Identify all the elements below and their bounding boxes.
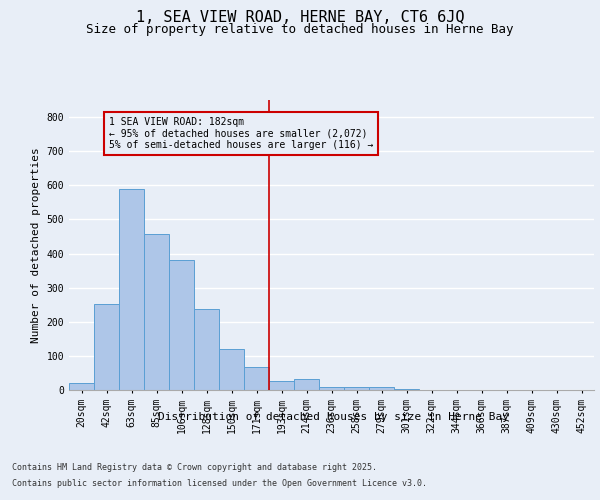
Bar	[119, 188, 144, 390]
Text: Size of property relative to detached houses in Herne Bay: Size of property relative to detached ho…	[86, 22, 514, 36]
Bar	[294, 379, 319, 390]
Text: 1, SEA VIEW ROAD, HERNE BAY, CT6 6JQ: 1, SEA VIEW ROAD, HERNE BAY, CT6 6JQ	[136, 10, 464, 25]
Bar	[94, 304, 119, 390]
Bar	[219, 348, 244, 390]
Bar	[269, 382, 294, 390]
Bar	[369, 388, 394, 390]
Bar	[194, 309, 219, 390]
Text: Distribution of detached houses by size in Herne Bay: Distribution of detached houses by size …	[158, 412, 509, 422]
Bar	[244, 367, 269, 390]
Text: 1 SEA VIEW ROAD: 182sqm
← 95% of detached houses are smaller (2,072)
5% of semi-: 1 SEA VIEW ROAD: 182sqm ← 95% of detache…	[109, 117, 373, 150]
Bar	[169, 260, 194, 390]
Bar	[319, 386, 344, 390]
Bar	[69, 383, 94, 390]
Bar	[394, 389, 419, 390]
Bar	[144, 234, 169, 390]
Text: Contains public sector information licensed under the Open Government Licence v3: Contains public sector information licen…	[12, 478, 427, 488]
Text: Contains HM Land Registry data © Crown copyright and database right 2025.: Contains HM Land Registry data © Crown c…	[12, 464, 377, 472]
Bar	[344, 386, 369, 390]
Y-axis label: Number of detached properties: Number of detached properties	[31, 147, 41, 343]
